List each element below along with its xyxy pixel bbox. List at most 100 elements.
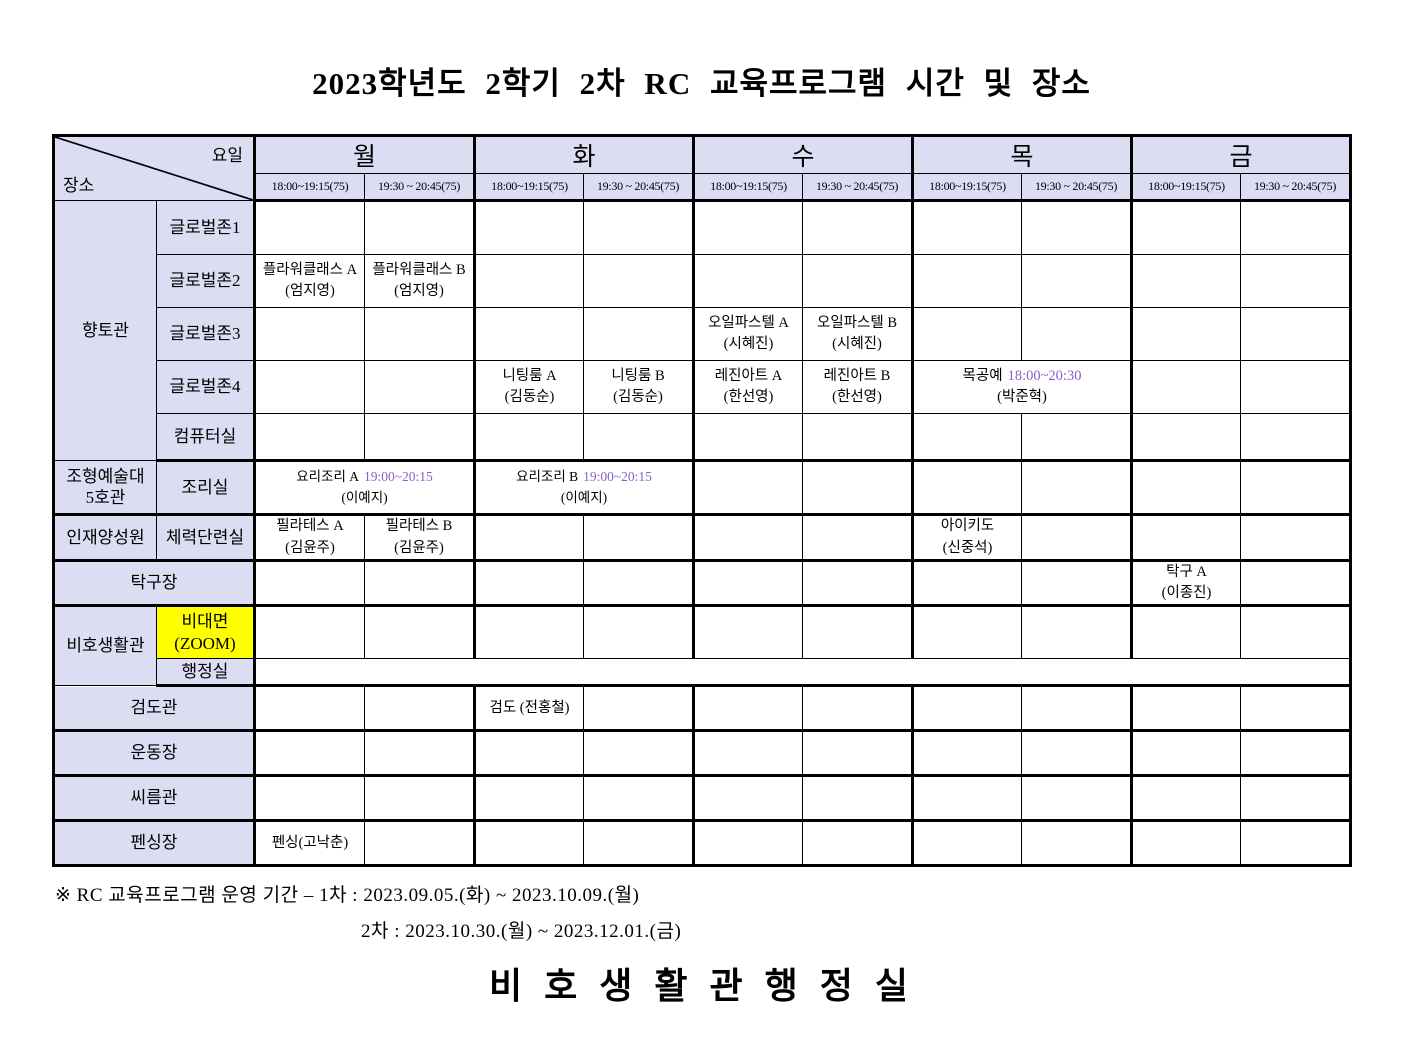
schedule-cell: [802, 413, 913, 462]
schedule-cell: [1021, 685, 1132, 733]
schedule-cell: [1021, 413, 1132, 462]
building-label-injae-center: 인재양성원: [53, 514, 157, 562]
schedule-cell: [1130, 254, 1241, 308]
schedule-cell: [473, 559, 584, 608]
room-label-global-zone-4: 글로벌존4: [156, 360, 255, 414]
program-cell-pilates-a: 필라테스 A (김윤주): [253, 514, 365, 562]
schedule-cell: [473, 730, 584, 778]
program-cell-fencing: 펜싱(고낙춘): [253, 820, 365, 867]
schedule-cell: [583, 685, 694, 733]
schedule-cell: [692, 559, 803, 608]
schedule-cell: [1240, 820, 1351, 867]
building-label-biho-dorm: 비호생활관: [53, 605, 157, 687]
time-slot-header: 19:30 ~ 20:45(75): [364, 173, 475, 202]
schedule-cell: [364, 605, 475, 660]
schedule-cell: [364, 307, 475, 361]
schedule-cell: [1021, 775, 1132, 823]
day-header-tue: 화: [473, 135, 694, 174]
schedule-cell: [473, 307, 584, 361]
document-page: 2023학년도 2학기 2차 RC 교육프로그램 시간 및 장소 요일 장소 월…: [0, 58, 1403, 1009]
schedule-cell: [1021, 307, 1132, 361]
schedule-cell: [364, 360, 475, 414]
schedule-cell: [802, 460, 913, 516]
schedule-cell: [692, 775, 803, 823]
schedule-cell: [583, 307, 694, 361]
room-label-fitness-room: 체력단련실: [156, 514, 255, 562]
program-teacher: (이예지): [341, 489, 388, 505]
time-slot-header: 18:00~19:15(75): [911, 173, 1022, 202]
schedule-cell: [802, 200, 913, 255]
program-cell-cooking-b: 요리조리 B 19:00~20:15 (이예지): [473, 460, 694, 516]
time-slot-header: 18:00~19:15(75): [1130, 173, 1241, 202]
schedule-cell: [473, 514, 584, 562]
program-name: 목공예: [962, 367, 1003, 384]
room-label-global-zone-2: 글로벌존2: [156, 254, 255, 308]
schedule-cell: [583, 605, 694, 660]
schedule-cell-merged: [253, 658, 1351, 688]
time-slot-header: 19:30 ~ 20:45(75): [583, 173, 694, 202]
operation-period-note-1: ※ RC 교육프로그램 운영 기간 – 1차 : 2023.09.05.(화) …: [55, 885, 640, 907]
program-cell-table-tennis-a: 탁구 A (이종진): [1130, 559, 1241, 608]
schedule-cell: [364, 685, 475, 733]
schedule-cell: [1240, 685, 1351, 733]
schedule-cell: [1240, 254, 1351, 308]
schedule-cell: [364, 730, 475, 778]
schedule-cell: [364, 820, 475, 867]
program-cell-cooking-a: 요리조리 A 19:00~20:15 (이예지): [253, 460, 475, 516]
schedule-cell: [583, 775, 694, 823]
schedule-cell: [911, 413, 1022, 462]
corner-label-place: 장소: [63, 176, 95, 195]
schedule-cell: [911, 820, 1022, 867]
program-cell-pilates-b: 필라테스 B (김윤주): [364, 514, 475, 562]
schedule-cell: [911, 605, 1022, 660]
program-teacher: (이예지): [560, 489, 608, 505]
room-label-admin-office: 행정실: [156, 658, 255, 688]
schedule-cell: [1240, 460, 1351, 516]
schedule-cell: [911, 559, 1022, 608]
page-title: 2023학년도 2학기 2차 RC 교육프로그램 시간 및 장소: [312, 66, 1091, 101]
room-label-kendo-hall: 검도관: [53, 685, 255, 733]
schedule-cell: [253, 200, 365, 255]
schedule-cell: [364, 200, 475, 255]
program-cell-flower-a: 플라워클래스 A (엄지영): [253, 254, 365, 308]
schedule-cell: [1130, 775, 1241, 823]
schedule-cell: [253, 685, 365, 733]
schedule-cell: [692, 730, 803, 778]
schedule-cell: [1240, 605, 1351, 660]
program-cell-oil-pastel-a: 오일파스텔 A (시혜진): [692, 307, 803, 361]
schedule-cell: [583, 254, 694, 308]
schedule-cell: [583, 200, 694, 255]
schedule-cell: [583, 514, 694, 562]
operation-period-notes: ※ RC 교육프로그램 운영 기간 – 1차 : 2023.09.05.(화) …: [55, 880, 1403, 943]
schedule-cell: [692, 514, 803, 562]
program-cell-knitting-a: 니팅룸 A (김동순): [473, 360, 584, 414]
day-header-mon: 월: [253, 135, 475, 174]
corner-header-cell: 요일 장소: [53, 135, 255, 201]
room-label-table-tennis-hall: 탁구장: [53, 559, 255, 608]
footer-office-name: 비 호 생 활 관 행 정 실: [489, 965, 914, 1007]
schedule-cell: [1021, 605, 1132, 660]
diagonal-line: [55, 137, 253, 200]
schedule-cell: [1240, 360, 1351, 414]
schedule-cell: [802, 514, 913, 562]
time-slot-header: 18:00~19:15(75): [692, 173, 803, 202]
schedule-cell: [911, 460, 1022, 516]
schedule-cell: [911, 254, 1022, 308]
program-time: 19:00~20:15: [583, 469, 652, 485]
schedule-cell: [1021, 200, 1132, 255]
schedule-cell: [473, 413, 584, 462]
schedule-cell: [692, 413, 803, 462]
day-header-wed: 수: [692, 135, 913, 174]
program-name: 요리조리 A: [296, 469, 359, 485]
schedule-cell: [1021, 460, 1132, 516]
schedule-cell: [1130, 413, 1241, 462]
schedule-cell: [692, 820, 803, 867]
day-header-fri: 금: [1130, 135, 1351, 174]
schedule-cell: [253, 307, 365, 361]
schedule-cell: [1130, 820, 1241, 867]
room-label-sports-field: 운동장: [53, 730, 255, 778]
schedule-cell: [1240, 200, 1351, 255]
schedule-table: 요일 장소 월 화 수 목 금 18:00~19:15(75) 19:30 ~ …: [52, 134, 1352, 868]
schedule-cell: [473, 254, 584, 308]
schedule-cell: [364, 413, 475, 462]
